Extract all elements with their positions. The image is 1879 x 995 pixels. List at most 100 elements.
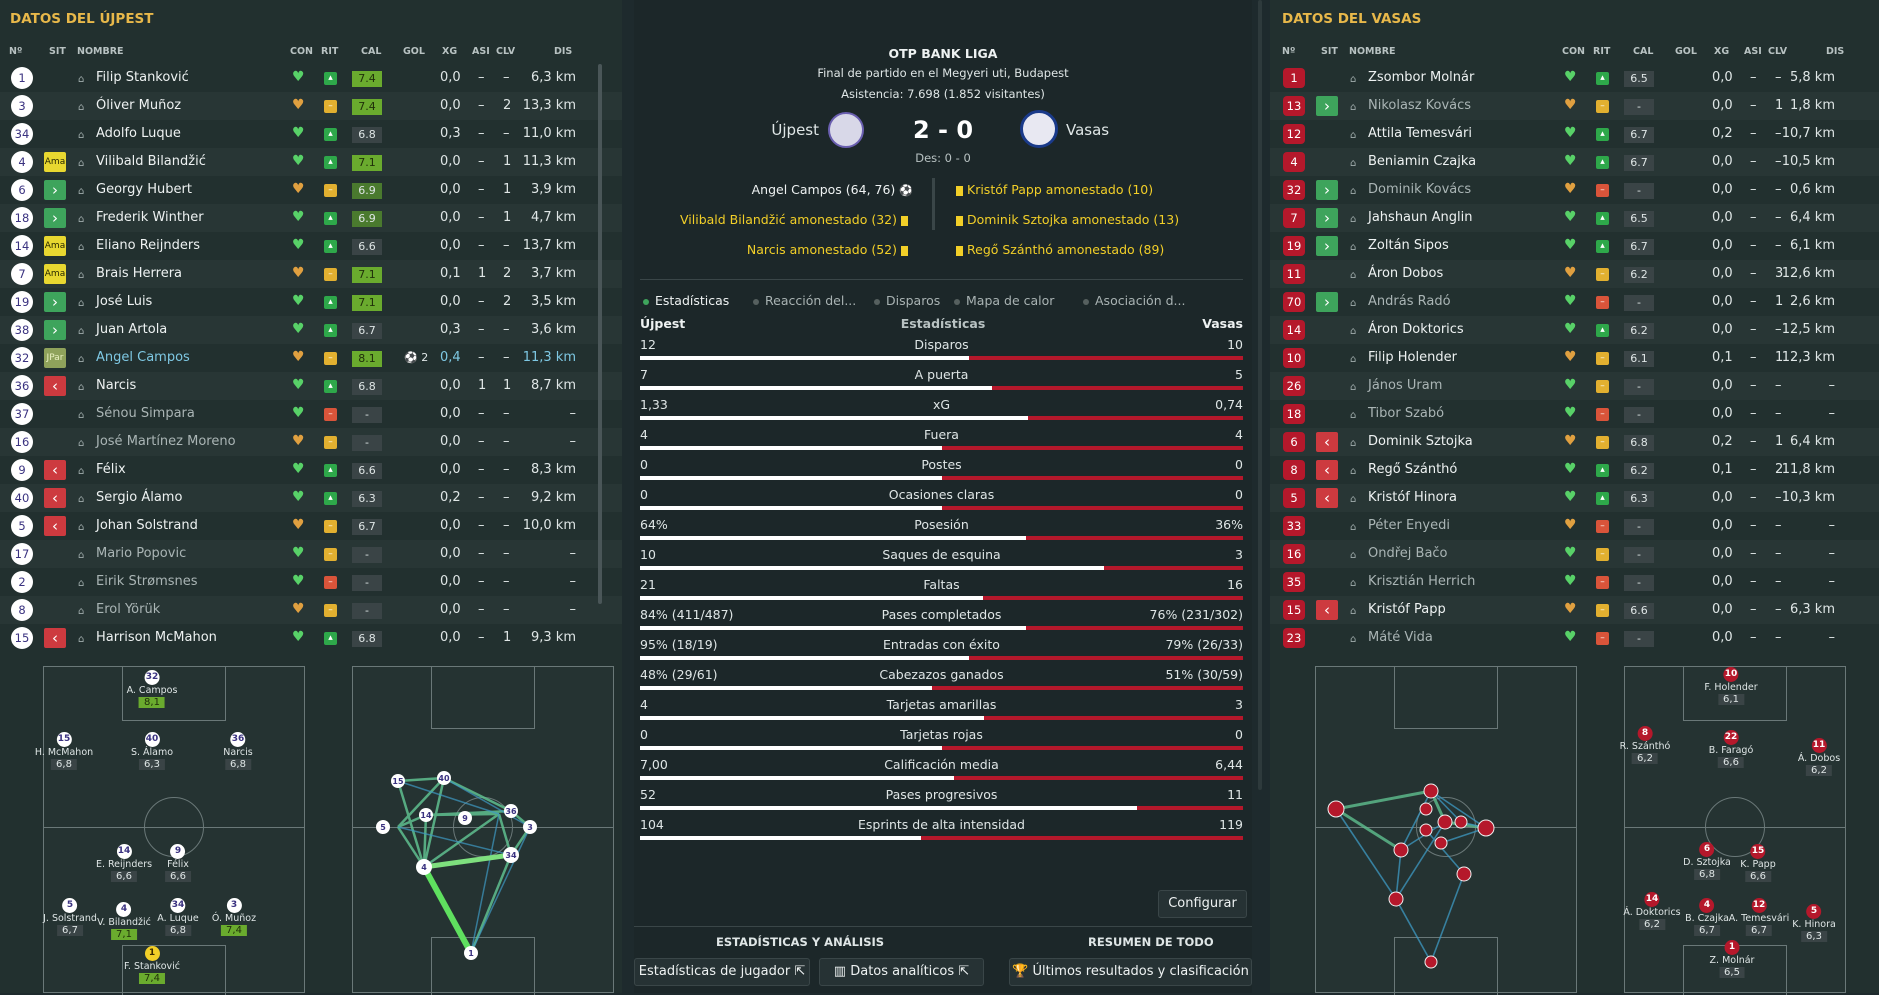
player-name[interactable]: Sergio Álamo: [96, 490, 183, 505]
player-name[interactable]: Ondřej Bačo: [1368, 546, 1448, 561]
player-row[interactable]: 1 ⌂ Filip Stanković ♥ ▴ 7.4 0,0 – – 6,3 km: [0, 64, 622, 92]
home-crest-icon[interactable]: [828, 112, 864, 148]
header-name[interactable]: NOMBRE: [1349, 46, 1396, 57]
player-name[interactable]: Jahshaun Anglin: [1368, 210, 1473, 225]
header-cal[interactable]: CAL: [1633, 46, 1654, 57]
player-name[interactable]: Dominik Sztojka: [1368, 434, 1473, 449]
header-clv[interactable]: CLV: [1768, 46, 1788, 57]
formation-player[interactable]: 10 F. Holender 6,1: [1704, 667, 1758, 705]
header-xg[interactable]: XG: [1714, 46, 1730, 57]
player-name[interactable]: Vilibald Bilandžić: [96, 154, 206, 169]
player-row[interactable]: 6 › ⌂ Georgy Hubert ♥ – 6.9 0,0 – 1 3,9 km: [0, 176, 622, 204]
player-name[interactable]: Filip Holender: [1368, 350, 1457, 365]
player-name[interactable]: Dominik Kovács: [1368, 182, 1472, 197]
center-scrollbar[interactable]: [1258, 0, 1262, 790]
player-row[interactable]: 18 › ⌂ Frederik Winther ♥ ▴ 6.9 0,0 – 1 4,7 km: [0, 204, 622, 232]
player-row[interactable]: 14 Ama ⌂ Eliano Reijnders ♥ ▴ 6.6 0,0– –13,7 km: [0, 232, 622, 260]
player-row[interactable]: 1 ⌂ Zsombor Molnár ♥ ▴ 6.5 0,0– –5,8 km: [1270, 64, 1879, 92]
player-row[interactable]: 17 ⌂ Mario Popovic ♥ – - 0,0 – – –: [0, 540, 622, 568]
player-row[interactable]: 13 › ⌂ Nikolasz Kovács ♥ – - 0,0 – 1 1,8 km: [1270, 92, 1879, 120]
formation-player[interactable]: 36 Narcis 6,8: [223, 732, 253, 770]
header-con[interactable]: CON: [290, 46, 313, 57]
formation-player[interactable]: 32 A. Campos 8,1: [127, 670, 177, 708]
player-row[interactable]: 8 ‹ ⌂ Regő Szánthó ♥ ▴ 6.2 0,1 – 2 11,8 km: [1270, 456, 1879, 484]
player-row[interactable]: 36 ‹ ⌂ Narcis ♥ ▴ 6.8 0,0 1 1 8,7 km: [0, 372, 622, 400]
player-row[interactable]: 40 ‹ ⌂ Sergio Álamo ♥ ▴ 6.3 0,2 – – 9,2 km: [0, 484, 622, 512]
player-name[interactable]: Mario Popovic: [96, 546, 187, 561]
header-sit[interactable]: SIT: [49, 46, 66, 57]
formation-player[interactable]: 4 B. Czajka 6,7: [1685, 898, 1729, 936]
player-name[interactable]: Regő Szánthó: [1368, 462, 1458, 477]
player-name[interactable]: Frederik Winther: [96, 210, 204, 225]
results-button[interactable]: 🏆 Últimos resultados y clasificación: [1009, 958, 1252, 986]
player-name[interactable]: Erol Yörük: [96, 602, 161, 617]
player-row[interactable]: 26 ⌂ János Uram ♥ – - 0,0 – – –: [1270, 372, 1879, 400]
formation-player[interactable]: 1 Z. Molnár 6,5: [1710, 940, 1754, 978]
formation-player[interactable]: 15 K. Papp 6,6: [1740, 844, 1776, 882]
player-row[interactable]: 35 ⌂ Krisztián Herrich ♥ – - 0,0 – – –: [1270, 568, 1879, 596]
player-row[interactable]: 37 ⌂ Sénou Simpara ♥ – - 0,0 – – –: [0, 400, 622, 428]
player-row[interactable]: 38 › ⌂ Juan Artola ♥ ▴ 6.7 0,3 – – 3,6 km: [0, 316, 622, 344]
analytics-button[interactable]: ▥ Datos analíticos ⇱: [819, 958, 984, 986]
formation-player[interactable]: 5 K. Hinora 6,3: [1792, 904, 1836, 942]
player-row[interactable]: 16 ⌂ Ondřej Bačo ♥ – - 0,0 – – –: [1270, 540, 1879, 568]
player-row[interactable]: 8 ⌂ Erol Yörük ♥ – - 0,0 – – –: [0, 596, 622, 624]
player-row[interactable]: 18 ⌂ Tibor Szabó ♥ – - 0,0 – – –: [1270, 400, 1879, 428]
header-rit[interactable]: RIT: [1593, 46, 1611, 57]
player-row[interactable]: 7 › ⌂ Jahshaun Anglin ♥ ▴ 6.5 0,0– –6,4 km: [1270, 204, 1879, 232]
configure-button[interactable]: Configurar: [1158, 890, 1247, 918]
player-row[interactable]: 5 ‹ ⌂ Kristóf Hinora ♥ ▴ 6.3 0,0– –10,3 km: [1270, 484, 1879, 512]
player-name[interactable]: Krisztián Herrich: [1368, 574, 1476, 589]
player-name[interactable]: José Martínez Moreno: [96, 434, 236, 449]
tab-asociacion[interactable]: Asociación d...: [1083, 293, 1185, 308]
player-name[interactable]: Beniamin Czajka: [1368, 154, 1477, 169]
header-name[interactable]: NOMBRE: [77, 46, 124, 57]
player-row[interactable]: 23 ⌂ Máté Vida ♥ – - 0,0 – – –: [1270, 624, 1879, 652]
tab-mapa-de-calor[interactable]: Mapa de calor: [954, 293, 1054, 308]
header-number[interactable]: Nº: [1282, 46, 1296, 57]
formation-player[interactable]: 15 H. McMahon 6,8: [35, 732, 93, 770]
player-name[interactable]: Attila Temesvári: [1368, 126, 1472, 141]
header-rit[interactable]: RIT: [321, 46, 339, 57]
header-cal[interactable]: CAL: [361, 46, 382, 57]
player-row[interactable]: 5 ‹ ⌂ Johan Solstrand ♥ –6.7 0,0– –10,0 km: [0, 512, 622, 540]
player-name[interactable]: Tibor Szabó: [1368, 406, 1445, 421]
player-name[interactable]: Péter Enyedi: [1368, 518, 1450, 533]
header-sit[interactable]: SIT: [1321, 46, 1338, 57]
player-row[interactable]: 19 › ⌂ Zoltán Sipos ♥ ▴ 6.7 0,0– –6,1 km: [1270, 232, 1879, 260]
player-name[interactable]: Johan Solstrand: [96, 518, 198, 533]
formation-player[interactable]: 12 A. Temesvári 6,7: [1729, 898, 1789, 936]
formation-player[interactable]: 22 B. Faragó 6,6: [1709, 730, 1753, 768]
player-name[interactable]: Óliver Muñoz: [96, 98, 182, 113]
player-row[interactable]: 9 ‹ ⌂ Félix ♥ ▴ 6.6 0,0 – – 8,3 km: [0, 456, 622, 484]
player-row[interactable]: 70 › ⌂ András Radó ♥ – - 0,0 – 1 2,6 km: [1270, 288, 1879, 316]
player-name[interactable]: Zoltán Sipos: [1368, 238, 1449, 253]
header-con[interactable]: CON: [1562, 46, 1585, 57]
tab-disparos[interactable]: Disparos: [874, 293, 940, 308]
player-stats-button[interactable]: Estadísticas de jugador ⇱: [634, 958, 810, 986]
player-name[interactable]: Sénou Simpara: [96, 406, 195, 421]
away-crest-icon[interactable]: [1020, 110, 1058, 148]
formation-player[interactable]: 8 R. Szánthó 6,2: [1620, 726, 1670, 764]
header-xg[interactable]: XG: [442, 46, 458, 57]
player-row[interactable]: 19 › ⌂ José Luis ♥ ▴ 7.1 0,0 – 2 3,5 km: [0, 288, 622, 316]
player-name[interactable]: Áron Doktorics: [1368, 322, 1464, 337]
formation-player[interactable]: 3 Ó. Muñoz 7,4: [212, 898, 256, 936]
header-asi[interactable]: ASI: [1744, 46, 1762, 57]
player-row[interactable]: 32 JPar ⌂ Angel Campos ♥ –8.1 ⚽ 2 0,4– –11,3 km: [0, 344, 622, 372]
player-row[interactable]: 12 ⌂ Attila Temesvári ♥ ▴ 6.7 0,2– –10,7 km: [1270, 120, 1879, 148]
formation-player[interactable]: 1 F. Stanković 7,4: [124, 946, 180, 984]
player-row[interactable]: 10 ⌂ Filip Holender ♥ – 6.1 0,1 – 1 12,3 km: [1270, 344, 1879, 372]
player-row[interactable]: 2 ⌂ Eirik Strømsnes ♥ – - 0,0 – – –: [0, 568, 622, 596]
formation-player[interactable]: 34 A. Luque 6,8: [157, 898, 199, 936]
formation-player[interactable]: 9 Félix 6,6: [165, 844, 191, 882]
player-name[interactable]: Eirik Strømsnes: [96, 574, 198, 589]
formation-player[interactable]: 5 J. Solstrand 6,7: [43, 898, 97, 936]
player-row[interactable]: 33 ⌂ Péter Enyedi ♥ – - 0,0 – – –: [1270, 512, 1879, 540]
player-row[interactable]: 3 ⌂ Óliver Muñoz ♥ – 7.4 0,0 – 2 13,3 km: [0, 92, 622, 120]
player-row[interactable]: 4 ⌂ Beniamin Czajka ♥ ▴ 6.7 0,0– –10,5 km: [1270, 148, 1879, 176]
player-name[interactable]: Eliano Reijnders: [96, 238, 201, 253]
player-name[interactable]: Máté Vida: [1368, 630, 1433, 645]
player-row[interactable]: 4 Ama ⌂ Vilibald Bilandžić ♥ ▴ 7.1 0,0 – 1 11,3 km: [0, 148, 622, 176]
player-name[interactable]: Zsombor Molnár: [1368, 70, 1475, 85]
